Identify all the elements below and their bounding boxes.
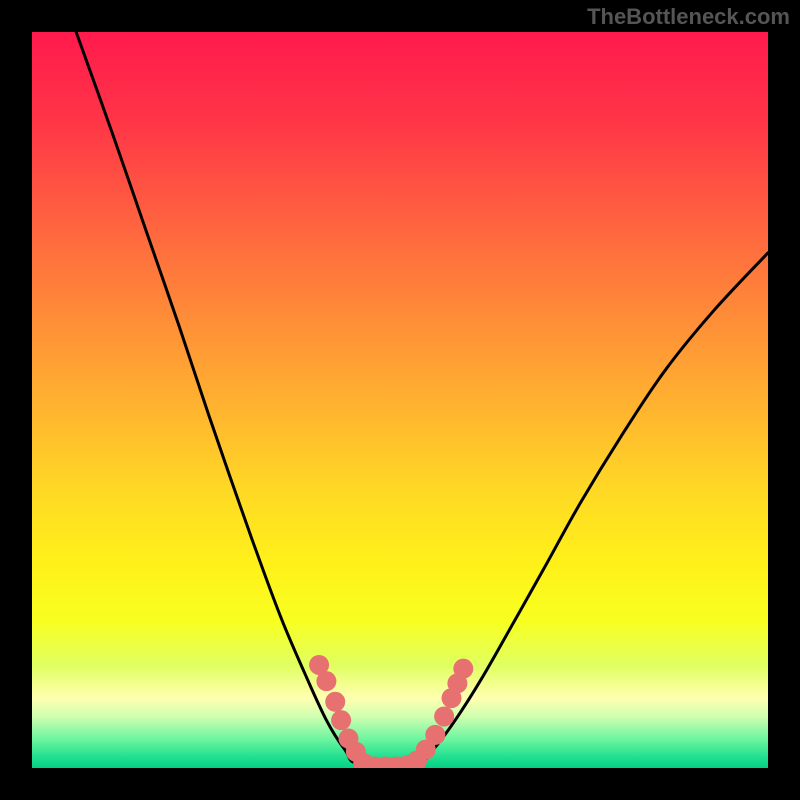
curve-layer (32, 32, 768, 768)
marker-dot (331, 710, 351, 730)
watermark-text: TheBottleneck.com (587, 4, 790, 30)
marker-dot (453, 659, 473, 679)
marker-dot (316, 671, 336, 691)
marker-dot (325, 692, 345, 712)
plot-area (32, 32, 768, 768)
marker-dot (434, 706, 454, 726)
bottleneck-curve (76, 32, 768, 766)
marker-group (309, 655, 473, 768)
marker-dot (425, 725, 445, 745)
chart-container: TheBottleneck.com (0, 0, 800, 800)
